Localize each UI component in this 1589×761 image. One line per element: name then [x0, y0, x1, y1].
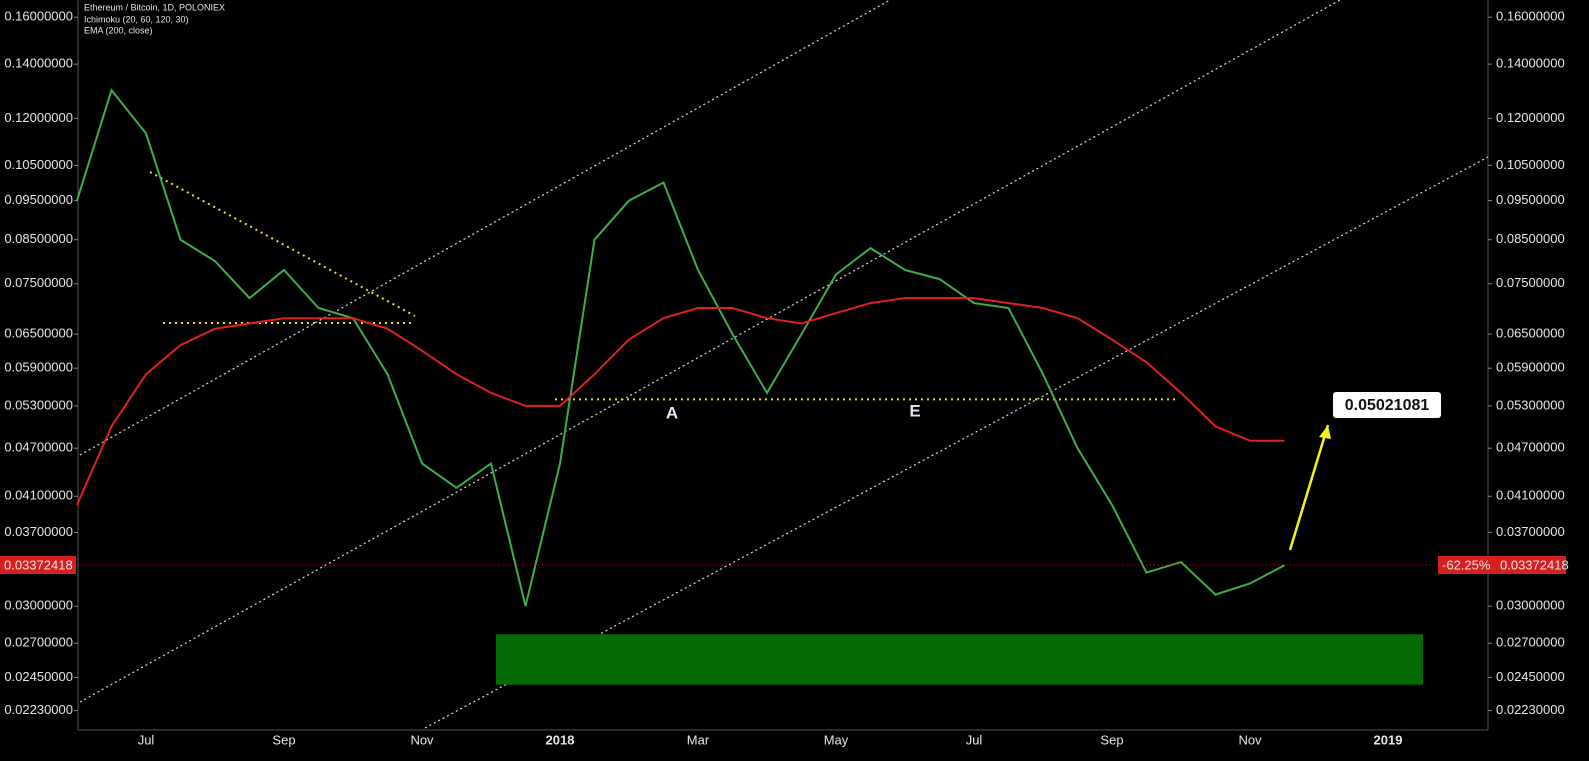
target-box	[1333, 391, 1441, 418]
x-tick-label: Sep	[1100, 732, 1123, 747]
triangle-lines	[149, 171, 416, 324]
y-tick-label: 0.04100000	[1496, 488, 1565, 503]
y-tick-label: 0.12000000	[4, 110, 73, 125]
last-price-box	[1438, 555, 1566, 574]
y-tick-label: 0.16000000	[4, 9, 73, 24]
y-tick-label: 0.04700000	[4, 440, 73, 455]
y-tick-label: 0.14000000	[4, 56, 73, 71]
y-tick-label: 0.05300000	[4, 397, 73, 412]
target-arrow	[1288, 424, 1330, 551]
support-label: A	[666, 403, 678, 422]
x-tick-label: Nov	[410, 732, 434, 747]
legend-ema: EMA (200, close)	[84, 25, 153, 35]
y-tick-label: 0.05900000	[4, 360, 73, 375]
legend-symbol: Ethereum / Bitcoin, 1D, POLONIEX	[84, 2, 225, 12]
y-tick-label: 0.04700000	[1496, 440, 1565, 455]
y-tick-label: 0.07500000	[1496, 275, 1565, 290]
support-label: E	[909, 401, 920, 420]
y-tick-label: 0.02450000	[4, 669, 73, 684]
legend-indicator: Ichimoku (20, 60, 120, 30)	[84, 14, 189, 24]
y-tick-label: 0.04100000	[4, 488, 73, 503]
change-label: -62.25%	[1442, 557, 1491, 572]
x-tick-label: May	[824, 732, 849, 747]
y-tick-label: 0.07500000	[4, 275, 73, 290]
y-tick-label: 0.05900000	[1496, 360, 1565, 375]
y-tick-label: 0.02230000	[4, 702, 73, 717]
x-tick-label: Jul	[138, 732, 155, 747]
y-tick-label: 0.03000000	[4, 598, 73, 613]
y-tick-label: 0.12000000	[1496, 110, 1565, 125]
y-tick-label: 0.02700000	[1496, 635, 1565, 650]
y-tick-label: 0.08500000	[4, 231, 73, 246]
y-tick-label: 0.05300000	[1496, 397, 1565, 412]
y-tick-label: 0.03000000	[1496, 598, 1565, 613]
last-price-label: 0.03372418	[1500, 557, 1569, 572]
x-tick-label: 2018	[546, 732, 575, 747]
y-tick-label: 0.03700000	[4, 524, 73, 539]
y-tick-label: 0.09500000	[4, 192, 73, 207]
x-tick-label: Nov	[1238, 732, 1262, 747]
y-tick-label: 0.02230000	[1496, 702, 1565, 717]
target-arrow-head	[1319, 424, 1331, 439]
target-label: 0.05021081	[1345, 397, 1430, 414]
series-line	[76, 88, 1285, 607]
y-tick-label: 0.08500000	[1496, 231, 1565, 246]
y-tick-label: 0.14000000	[1496, 56, 1565, 71]
last-price-label: 0.03372418	[4, 557, 73, 572]
channel-lines	[79, 0, 1489, 729]
x-tick-label: Sep	[272, 732, 295, 747]
demand-zone	[496, 634, 1423, 685]
y-tick-label: 0.02450000	[1496, 669, 1565, 684]
y-tick-label: 0.09500000	[1496, 192, 1565, 207]
x-tick-label: Mar	[687, 732, 710, 747]
x-tick-label: 2019	[1374, 732, 1403, 747]
y-tick-label: 0.10500000	[4, 157, 73, 172]
x-tick-label: Jul	[966, 732, 983, 747]
y-tick-label: 0.06500000	[1496, 326, 1565, 341]
last-price-box	[0, 555, 76, 574]
y-tick-label: 0.16000000	[1496, 9, 1565, 24]
y-tick-label: 0.02700000	[4, 635, 73, 650]
y-tick-label: 0.10500000	[1496, 157, 1565, 172]
y-tick-label: 0.06500000	[4, 326, 73, 341]
y-tick-label: 0.03700000	[1496, 524, 1565, 539]
series-line	[76, 297, 1285, 506]
